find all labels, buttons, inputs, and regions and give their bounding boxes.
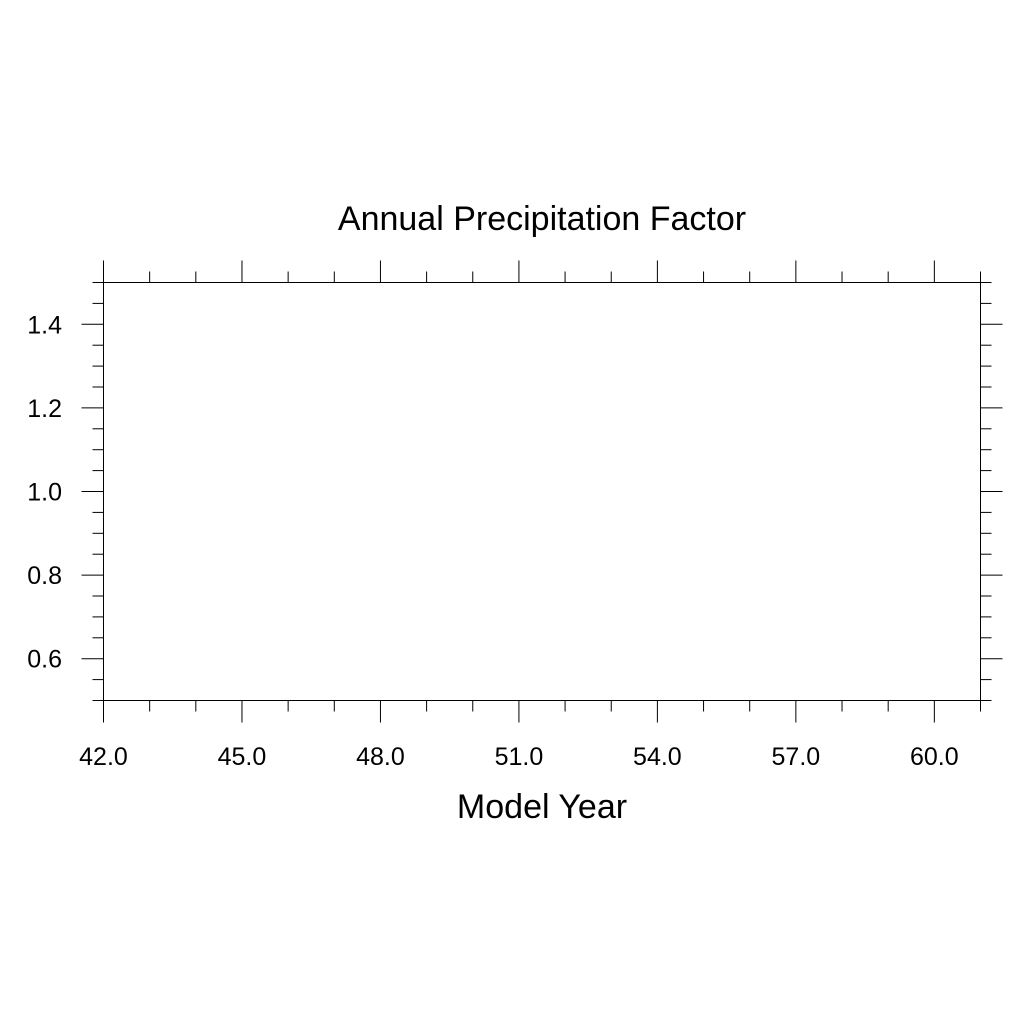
x-axis-tick-labels: 42.0 45.0 48.0 51.0 54.0 57.0 60.0: [79, 743, 959, 771]
x-axis-title: Model Year: [457, 788, 627, 826]
y-tick-label: 1.4: [27, 311, 62, 339]
x-tick-label: 45.0: [218, 743, 267, 771]
x-tick-label: 60.0: [910, 743, 959, 771]
plot-frame: [103, 282, 981, 701]
y-tick-label: 1.2: [27, 395, 62, 423]
x-tick-label: 48.0: [356, 743, 405, 771]
x-tick-label: 42.0: [79, 743, 128, 771]
x-tick-label: 51.0: [495, 743, 544, 771]
chart-title: Annual Precipitation Factor: [338, 200, 746, 238]
x-tick-label: 57.0: [772, 743, 821, 771]
y-tick-label: 0.6: [27, 646, 62, 674]
y-axis-ticks: [81, 282, 1003, 701]
y-axis-tick-labels: 0.6 0.8 1.0 1.2 1.4: [27, 311, 62, 673]
x-axis-ticks: [103, 260, 981, 723]
y-tick-label: 1.0: [27, 479, 62, 507]
x-tick-label: 54.0: [633, 743, 682, 771]
y-tick-label: 0.8: [27, 562, 62, 590]
